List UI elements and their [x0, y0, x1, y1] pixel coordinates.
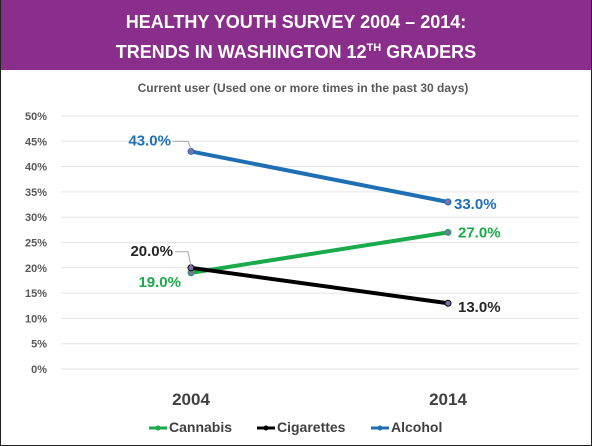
- x-tick-label: 2014: [429, 390, 467, 409]
- series-line-alcohol: [189, 149, 450, 205]
- chart-title: Current user (Used one or more times in …: [138, 81, 469, 95]
- x-axis-tick-labels: 2004 2014: [172, 390, 467, 409]
- series-line-cigarettes: [189, 265, 450, 306]
- legend-label-cigarettes: Cigarettes: [277, 419, 346, 435]
- y-tick-label: 15%: [25, 288, 47, 300]
- legend-label-alcohol: Alcohol: [391, 419, 442, 435]
- data-point-alcohol: [444, 198, 452, 206]
- legend-marker-cannabis: [155, 425, 161, 431]
- data-point-cigarettes: [444, 299, 452, 307]
- y-tick-label: 45%: [25, 136, 47, 148]
- data-label-alcohol: 33.0%: [454, 196, 497, 213]
- header-title-line2: TRENDS IN WASHINGTON 12TH GRADERS: [1, 35, 591, 65]
- data-point-cannabis: [444, 228, 452, 236]
- y-axis-tick-labels: 0% 5% 10% 15% 20% 25% 30% 35% 40% 45% 50%: [25, 111, 47, 376]
- legend-marker-cigarettes: [263, 425, 269, 431]
- series-lines: 19.0% 27.0% 20.0% 13.0% 43.0% 33.0%: [128, 132, 500, 316]
- y-tick-label: 30%: [25, 212, 47, 224]
- y-tick-label: 25%: [25, 238, 47, 250]
- gridlines: [61, 115, 579, 370]
- y-tick-label: 20%: [25, 263, 47, 275]
- data-label-cigarettes: 20.0%: [130, 243, 173, 260]
- data-label-cannabis: 27.0%: [458, 224, 501, 241]
- header-title-line1: HEALTHY YOUTH SURVEY 2004 – 2014:: [125, 12, 467, 32]
- header-title-line2-text: TRENDS IN WASHINGTON 12: [115, 42, 367, 62]
- y-tick-label: 35%: [25, 187, 47, 199]
- y-tick-label: 0%: [31, 364, 47, 376]
- legend: Cannabis Cigarettes Alcohol: [149, 419, 442, 435]
- slide-header: HEALTHY YOUTH SURVEY 2004 – 2014: TRENDS…: [1, 0, 591, 70]
- y-tick-label: 40%: [25, 162, 47, 174]
- leader-line: [175, 251, 192, 266]
- data-label-cigarettes: 13.0%: [458, 299, 501, 316]
- header-title-superscript: TH: [366, 42, 382, 54]
- series-line-cannabis: [189, 230, 450, 275]
- leader-line: [173, 140, 192, 150]
- y-tick-label: 5%: [31, 339, 47, 351]
- y-tick-label: 50%: [25, 111, 47, 123]
- legend-marker-alcohol: [377, 425, 383, 431]
- header-title-line2-end: GRADERS: [381, 42, 477, 62]
- legend-label-cannabis: Cannabis: [169, 419, 232, 435]
- line-chart: Current user (Used one or more times in …: [25, 81, 579, 435]
- data-label-cannabis: 19.0%: [138, 274, 181, 291]
- y-tick-label: 10%: [25, 313, 47, 325]
- data-label-alcohol: 43.0%: [128, 132, 171, 149]
- x-tick-label: 2004: [172, 390, 210, 409]
